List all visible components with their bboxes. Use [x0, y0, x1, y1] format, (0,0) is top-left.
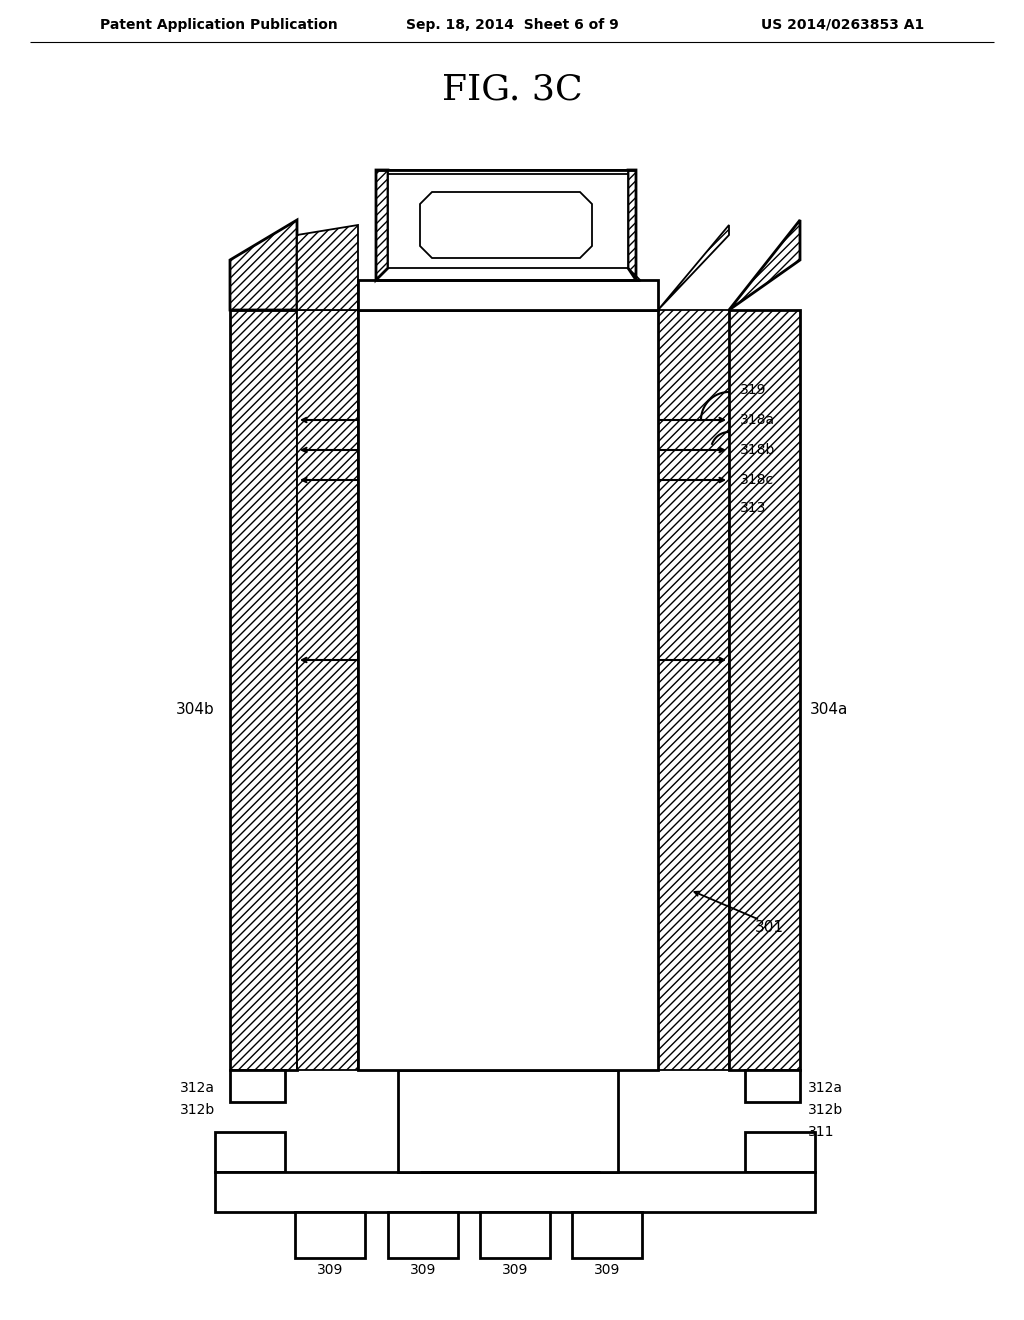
Bar: [358, 310, 658, 1071]
Text: 317b: 317b: [358, 436, 393, 449]
Bar: [398, 1071, 618, 1172]
Polygon shape: [745, 1133, 815, 1172]
Text: 304a: 304a: [810, 702, 848, 718]
Polygon shape: [215, 1133, 285, 1172]
Text: 318b: 318b: [740, 444, 775, 457]
Polygon shape: [420, 191, 592, 257]
Text: 313: 313: [740, 502, 766, 515]
Text: 312a: 312a: [808, 1081, 843, 1096]
Polygon shape: [572, 1212, 642, 1258]
Text: 312b: 312b: [808, 1104, 843, 1117]
Polygon shape: [658, 224, 729, 310]
Text: US 2014/0263853 A1: US 2014/0263853 A1: [761, 18, 924, 32]
Polygon shape: [297, 310, 358, 1071]
Text: 310: 310: [378, 653, 404, 667]
Text: 309: 309: [594, 1263, 621, 1276]
Polygon shape: [230, 1071, 285, 1102]
Bar: [388, 170, 628, 268]
Polygon shape: [295, 1212, 365, 1258]
Polygon shape: [628, 170, 636, 280]
Text: 312a: 312a: [180, 1081, 215, 1096]
Text: FIG. 3C: FIG. 3C: [441, 73, 583, 107]
Text: Patent Application Publication: Patent Application Publication: [100, 18, 338, 32]
Polygon shape: [230, 310, 297, 1071]
Text: 301: 301: [755, 920, 784, 935]
Text: 309: 309: [410, 1263, 436, 1276]
Text: 309: 309: [502, 1263, 528, 1276]
Text: 318a: 318a: [740, 413, 775, 426]
Bar: [358, 280, 658, 310]
Polygon shape: [729, 220, 800, 310]
Text: 318c: 318c: [740, 473, 774, 487]
Text: 311: 311: [808, 1125, 835, 1139]
Polygon shape: [480, 1212, 550, 1258]
Text: 304b: 304b: [176, 702, 215, 718]
Text: 305: 305: [489, 651, 526, 669]
Text: 312b: 312b: [180, 1104, 215, 1117]
Text: Sep. 18, 2014  Sheet 6 of 9: Sep. 18, 2014 Sheet 6 of 9: [406, 18, 618, 32]
Polygon shape: [376, 170, 388, 280]
Polygon shape: [729, 310, 800, 1071]
Polygon shape: [297, 224, 358, 310]
Polygon shape: [745, 1071, 800, 1102]
Text: 319: 319: [740, 383, 767, 397]
Polygon shape: [230, 220, 297, 310]
Bar: [215, 1172, 815, 1212]
Polygon shape: [388, 1212, 458, 1258]
Text: 309: 309: [316, 1263, 343, 1276]
Text: 317c: 317c: [490, 517, 524, 532]
Text: 317a: 317a: [520, 436, 555, 449]
Polygon shape: [658, 310, 729, 1071]
